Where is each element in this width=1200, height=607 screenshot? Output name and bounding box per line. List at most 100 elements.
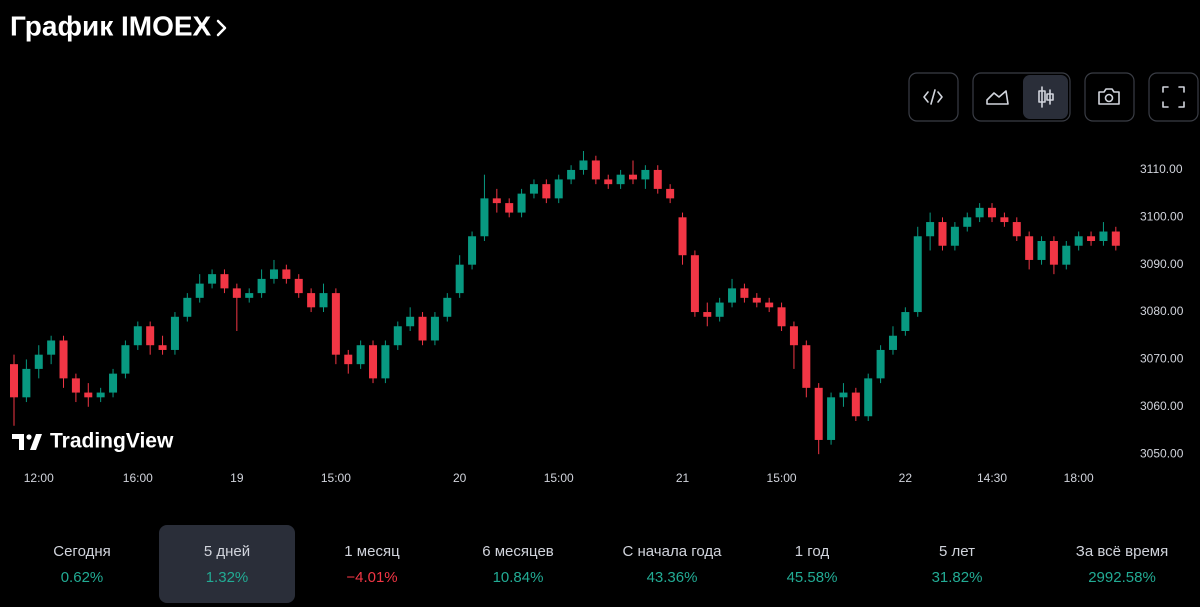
candle-body [1025,236,1034,260]
candle-body [170,316,179,350]
candle-body [84,392,93,398]
x-tick-label: 14:30 [977,471,1007,485]
candle-body [975,207,984,218]
chart-type-group [972,72,1071,122]
candle-body [567,169,576,180]
period-label[interactable]: 1 месяц [344,543,400,560]
candle-body [146,326,155,346]
period-change: −4.01% [346,569,397,586]
tv-logo-dot [26,434,32,440]
candle-body [926,222,935,237]
toolbar [908,72,1199,122]
period-change: 2992.58% [1088,569,1156,586]
title-chevron[interactable] [216,19,227,37]
candle-body [827,397,836,440]
candle-body [356,345,365,365]
candle-body [195,283,204,298]
candle-body [109,373,118,393]
x-tick-label: 15:00 [767,471,797,485]
period-change: 43.36% [647,569,698,586]
candle-body [232,288,241,298]
candle-body [59,340,68,379]
candle-body [331,293,340,355]
candle-body [839,392,848,398]
x-tick-label: 21 [676,471,690,485]
y-tick-label: 3100.00 [1140,209,1184,223]
candle-icon [1038,86,1054,108]
candle-body [789,326,798,346]
candle-body [282,269,291,279]
candle-body [121,345,130,374]
candle-body [269,269,278,279]
plot: 3050.00 3060.00 3070.00 3080.00 3090.00 3100.… [10,151,1184,485]
candle-body [1037,241,1046,260]
candle-body [1012,222,1021,237]
watermark-text: TradingView [50,430,174,453]
candle-body [183,297,192,317]
x-tick-label: 19 [230,471,244,485]
candle-body [1087,236,1096,241]
period-label[interactable]: За всё время [1076,543,1168,560]
period-label[interactable]: Сегодня [53,543,111,560]
candle-body [1049,241,1058,265]
candle-body [158,345,167,350]
candle-body [604,179,613,185]
candle-body [988,207,997,218]
x-tick-label: 16:00 [123,471,153,485]
candle-body [554,179,563,199]
candle-body [938,222,947,246]
candle-body [319,293,328,308]
candle-body [876,349,885,379]
candle-body [257,278,266,294]
x-tick-label: 15:00 [544,471,574,485]
period-selected-bg [159,525,295,603]
candle-body [529,184,538,194]
candle-body [616,174,625,185]
candle-body [208,274,217,284]
candle-body [678,217,687,256]
period-label[interactable]: 6 месяцев [482,543,554,560]
camera-icon [1098,88,1120,105]
candle-body [814,387,823,440]
embed-button[interactable] [908,72,959,122]
candle-body [1074,236,1083,246]
area-chart-button[interactable] [986,90,1009,105]
screenshot-button[interactable] [1084,72,1135,122]
candle-body [220,274,229,289]
tv-logo [12,434,42,450]
watermark: TradingView [12,430,174,453]
candle-body [47,340,56,355]
y-tick-label: 3060.00 [1140,399,1184,413]
candle-body [802,345,811,388]
candle-body [715,302,724,317]
candle-body [34,354,43,369]
candle-body [963,217,972,227]
period-label[interactable]: 5 лет [939,543,975,560]
candle-body [133,326,142,346]
period-change: 0.62% [61,569,104,586]
candle-body [777,307,786,327]
candle-body [888,335,897,350]
period-label[interactable]: С начала года [623,543,723,560]
candle-body [480,198,489,237]
fullscreen-button[interactable] [1148,72,1199,122]
period-label[interactable]: 1 год [795,543,830,560]
candle-body [864,378,873,417]
candle-body [71,378,80,393]
camera-lens [1104,93,1114,103]
candle-body [96,392,105,398]
candle-body [393,326,402,346]
candle-body [740,288,749,298]
candle-body [406,316,415,327]
period-change: 10.84% [493,569,544,586]
period-bar: Сегодня 0.62% 5 дней 1.32% 1 месяц −4.01% 6 ме… [53,525,1168,603]
y-tick-label: 3070.00 [1140,352,1184,366]
candle-body [690,255,699,313]
candle-body [22,368,31,398]
page-title[interactable]: График IMOEX [10,10,212,41]
x-tick-label: 20 [453,471,467,485]
y-tick-label: 3090.00 [1140,257,1184,271]
period-label[interactable]: 5 дней [204,543,250,560]
fullscreen-icon [1162,86,1185,108]
x-tick-label: 18:00 [1064,471,1094,485]
